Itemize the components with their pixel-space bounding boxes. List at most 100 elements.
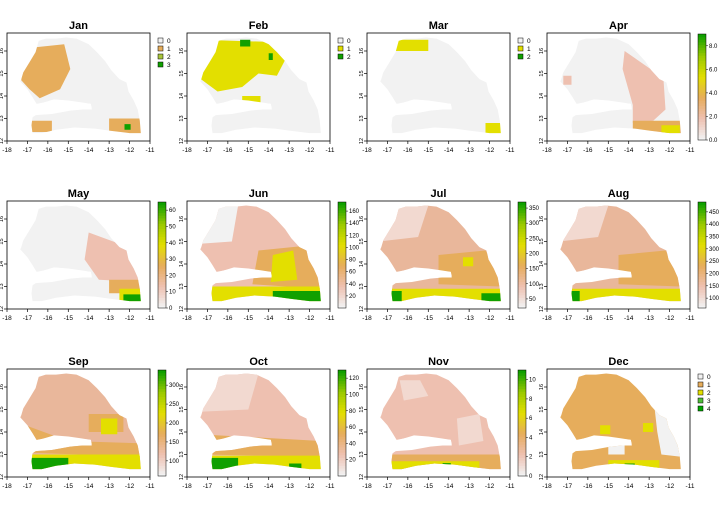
colorbar-segment	[338, 236, 346, 240]
x-tick-label: -14	[624, 147, 634, 154]
colorbar-segment	[698, 207, 706, 211]
colorbar-segment	[698, 126, 706, 130]
colorbar-segment	[698, 297, 706, 301]
panel-title: Apr	[609, 20, 629, 32]
x-tick-label: -18	[182, 315, 192, 322]
colorbar-segment	[518, 462, 526, 466]
colorbar-segment	[518, 270, 526, 275]
colorbar-segment	[158, 401, 166, 405]
colorbar-segment	[158, 404, 166, 408]
colorbar-segment	[158, 454, 166, 458]
y-tick-label: 16	[0, 48, 5, 54]
y-tick-label: 13	[0, 115, 5, 121]
colorbar-segment	[698, 281, 706, 285]
colorbar-segment	[158, 409, 166, 413]
colorbar-segment	[338, 380, 346, 384]
colorbar-segment	[518, 204, 526, 208]
y-tick-label: 13	[359, 115, 365, 121]
colorbar-segment	[338, 260, 346, 264]
legend-swatch	[337, 37, 344, 44]
colorbar-label: 120	[349, 233, 360, 239]
raster-patch	[399, 380, 429, 401]
panel-may: May -18 -17 -16 -15 -14 -13 -12 -11 12 13 14 15 16 0 10…	[0, 188, 176, 322]
y-tick-label: 13	[359, 283, 365, 289]
colorbar-segment	[338, 457, 346, 461]
colorbar-segment	[518, 396, 526, 400]
colorbar-segment	[698, 134, 706, 138]
x-tick-label: -16	[43, 147, 53, 154]
x-tick-label: -13	[644, 147, 654, 154]
colorbar-segment	[698, 244, 706, 248]
y-tick-label: 13	[179, 115, 185, 121]
raster-patch	[268, 53, 273, 60]
y-tick-label: 14	[0, 429, 5, 435]
panel-title: Jun	[249, 188, 269, 200]
colorbar-segment	[518, 370, 526, 374]
colorbar-segment	[338, 209, 346, 214]
colorbar-segment	[698, 97, 706, 101]
y-tick-label: 12	[359, 138, 365, 144]
colorbar-segment	[338, 409, 346, 413]
colorbar-segment	[338, 462, 346, 466]
x-tick-label: -13	[104, 483, 114, 490]
colorbar-segment	[518, 433, 526, 437]
colorbar-segment	[158, 212, 166, 216]
panel-title: Nov	[428, 356, 450, 368]
x-tick-label: -17	[203, 315, 213, 322]
colorbar-segment	[518, 209, 526, 214]
x-tick-label: -14	[264, 483, 274, 490]
colorbar-segment	[698, 241, 706, 245]
colorbar-label: 250	[169, 402, 180, 408]
colorbar-segment	[338, 292, 346, 296]
colorbar-segment	[518, 420, 526, 424]
colorbar-segment	[518, 249, 526, 253]
colorbar-segment	[518, 473, 526, 477]
y-tick-label: 12	[179, 138, 185, 144]
raster-patch	[391, 39, 429, 51]
colorbar-label: 10	[169, 290, 176, 296]
colorbar-segment	[338, 396, 346, 400]
x-tick-label: -12	[305, 147, 315, 154]
y-tick-label: 14	[0, 261, 5, 267]
panel-title: Aug	[608, 188, 629, 200]
raster-patch	[272, 291, 321, 302]
x-tick-label: -14	[624, 315, 634, 322]
colorbar-segment	[338, 244, 346, 248]
x-tick-label: -18	[2, 315, 12, 322]
x-tick-label: -18	[182, 483, 192, 490]
colorbar-segment	[698, 217, 706, 222]
gambia-gap	[31, 267, 92, 286]
colorbar-segment	[698, 233, 706, 237]
colorbar-segment	[518, 428, 526, 432]
colorbar-segment	[698, 55, 706, 59]
colorbar-segment	[338, 449, 346, 453]
colorbar-segment	[158, 294, 166, 298]
plot-frame	[6, 200, 151, 310]
colorbar-segment	[158, 244, 166, 248]
colorbar-label: 150	[709, 284, 720, 290]
x-tick-label: -11	[146, 483, 155, 490]
raster-patch	[211, 457, 239, 470]
y-tick-label: 12	[359, 474, 365, 480]
colorbar-segment	[518, 441, 526, 445]
raster-patch	[84, 232, 141, 282]
colorbar-segment	[158, 438, 166, 443]
x-tick-label: -16	[403, 315, 413, 322]
colorbar-label: 100	[709, 296, 720, 302]
x-tick-label: -15	[604, 147, 614, 154]
x-tick-label: -17	[23, 147, 33, 154]
colorbar-segment	[338, 401, 346, 405]
x-tick-label: -16	[583, 147, 593, 154]
colorbar-label: 8	[529, 397, 533, 403]
x-tick-label: -17	[563, 315, 573, 322]
colorbar-segment	[158, 385, 166, 390]
x-tick-label: -14	[444, 147, 454, 154]
y-tick-label: 13	[539, 283, 545, 289]
panel-title: Feb	[249, 20, 269, 32]
colorbar-frame	[517, 369, 527, 477]
legend-swatch	[697, 405, 704, 412]
colorbar-segment	[338, 473, 346, 477]
colorbar-segment	[338, 417, 346, 421]
gambia-gap	[571, 99, 632, 118]
y-tick-label: 14	[539, 261, 545, 267]
